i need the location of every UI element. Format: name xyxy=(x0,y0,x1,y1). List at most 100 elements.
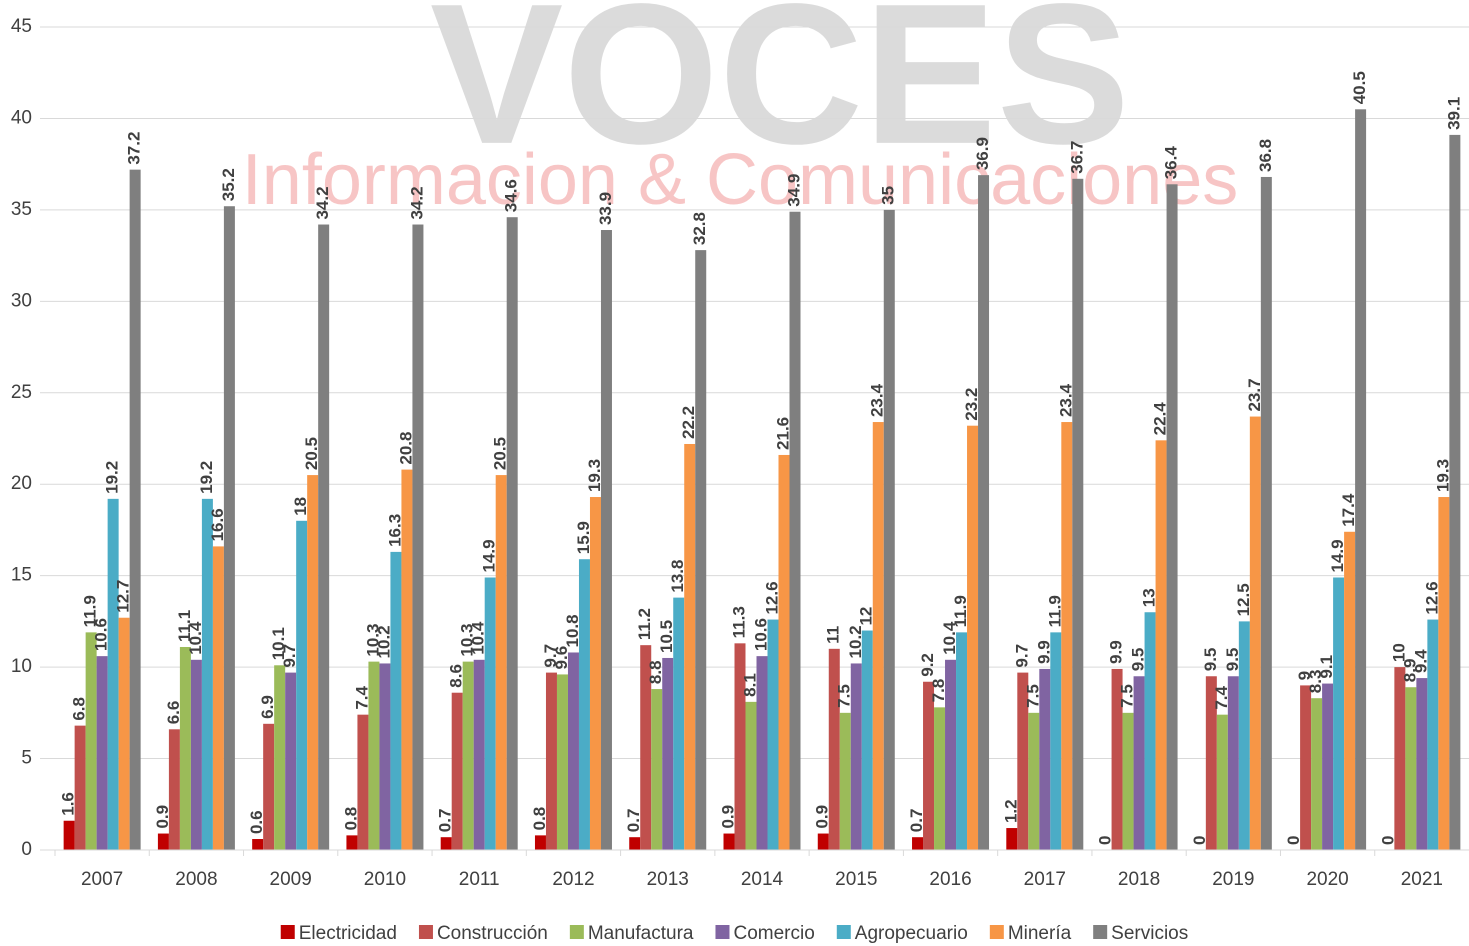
bar xyxy=(485,577,496,850)
value-label: 35.2 xyxy=(219,168,238,201)
y-tick-label: 5 xyxy=(21,748,32,769)
y-tick-label: 10 xyxy=(11,656,32,677)
bar xyxy=(535,835,546,850)
bar xyxy=(912,837,923,850)
bar xyxy=(97,656,108,850)
value-label: 40.5 xyxy=(1350,71,1369,104)
legend-swatch xyxy=(570,925,584,939)
bar xyxy=(180,647,191,850)
bar xyxy=(496,475,507,850)
value-label: 35 xyxy=(879,186,898,205)
bar xyxy=(1416,678,1427,850)
value-label: 33.9 xyxy=(596,192,615,225)
legend-label: Manufactura xyxy=(588,923,694,944)
bar xyxy=(1134,676,1145,850)
bar xyxy=(119,618,130,850)
bar xyxy=(629,837,640,850)
value-label: 11 xyxy=(824,626,843,644)
value-label: 36.9 xyxy=(973,137,992,170)
bar xyxy=(818,834,829,850)
bar xyxy=(401,470,412,850)
value-label: 9.7 xyxy=(1012,644,1031,668)
bar xyxy=(318,225,329,850)
bar xyxy=(673,598,684,850)
value-label: 34.2 xyxy=(313,186,332,219)
bar xyxy=(724,834,735,850)
bar xyxy=(1427,620,1438,850)
bar xyxy=(463,662,474,850)
x-tick-label: 2016 xyxy=(929,869,971,890)
bar xyxy=(412,225,423,850)
legend-swatch xyxy=(990,925,1004,939)
x-tick-label: 2019 xyxy=(1212,869,1254,890)
x-tick-label: 2007 xyxy=(81,869,123,890)
bar xyxy=(307,475,318,850)
bar xyxy=(202,499,213,850)
legend-label: Servicios xyxy=(1111,923,1188,944)
bar xyxy=(75,726,86,850)
bar xyxy=(790,212,801,850)
bar xyxy=(851,663,862,850)
legend-label: Comercio xyxy=(733,923,814,944)
bar xyxy=(441,837,452,850)
bar xyxy=(357,715,368,850)
legend-label: Construcción xyxy=(437,923,548,944)
bar xyxy=(346,835,357,850)
bar xyxy=(1438,497,1449,850)
bar xyxy=(1039,669,1050,850)
bar xyxy=(1123,713,1134,850)
bar xyxy=(978,175,989,850)
x-tick-label: 2020 xyxy=(1306,869,1348,890)
bar xyxy=(1156,440,1167,850)
y-tick-label: 25 xyxy=(11,382,32,403)
y-tick-label: 40 xyxy=(11,107,32,128)
x-tick-label: 2011 xyxy=(459,869,500,890)
bar xyxy=(1239,621,1250,850)
bar xyxy=(873,422,884,850)
value-label: 11.2 xyxy=(635,608,654,640)
bar xyxy=(191,660,202,850)
bar xyxy=(1228,676,1239,850)
bar xyxy=(108,499,119,850)
legend-label: Minería xyxy=(1008,923,1072,944)
bar xyxy=(768,620,779,850)
value-label: 39.1 xyxy=(1444,97,1463,130)
bar xyxy=(1250,417,1261,850)
bar xyxy=(601,230,612,850)
bar xyxy=(779,455,790,850)
y-tick-label: 0 xyxy=(21,839,32,860)
bar xyxy=(923,682,934,850)
bar xyxy=(684,444,695,850)
bar xyxy=(829,649,840,850)
value-label: 9.5 xyxy=(1201,648,1220,672)
value-label: 36.7 xyxy=(1067,141,1086,174)
x-tick-label: 2021 xyxy=(1401,869,1443,890)
bar xyxy=(1006,828,1017,850)
bar xyxy=(158,834,169,850)
value-label: 19.2 xyxy=(197,461,216,494)
bar xyxy=(1261,177,1272,850)
bar xyxy=(746,702,757,850)
bar xyxy=(507,217,518,850)
bar xyxy=(557,674,568,850)
chart: VOCES Informacion & Comunicaciones 05101… xyxy=(0,0,1469,946)
bar xyxy=(474,660,485,850)
bar xyxy=(695,250,706,850)
legend-swatch xyxy=(281,925,295,939)
bar xyxy=(956,632,967,850)
bar xyxy=(1145,612,1156,850)
bar xyxy=(213,546,224,850)
bar xyxy=(224,206,235,850)
value-label: 9.9 xyxy=(1107,640,1126,664)
bar xyxy=(1394,667,1405,850)
bar xyxy=(546,673,557,850)
bar xyxy=(662,658,673,850)
bar xyxy=(757,656,768,850)
bar xyxy=(1167,184,1178,850)
bar xyxy=(130,170,141,850)
bar xyxy=(651,689,662,850)
bar xyxy=(1344,532,1355,850)
x-tick-label: 2017 xyxy=(1024,869,1066,890)
x-tick-label: 2010 xyxy=(364,869,406,890)
bar xyxy=(1300,685,1311,850)
